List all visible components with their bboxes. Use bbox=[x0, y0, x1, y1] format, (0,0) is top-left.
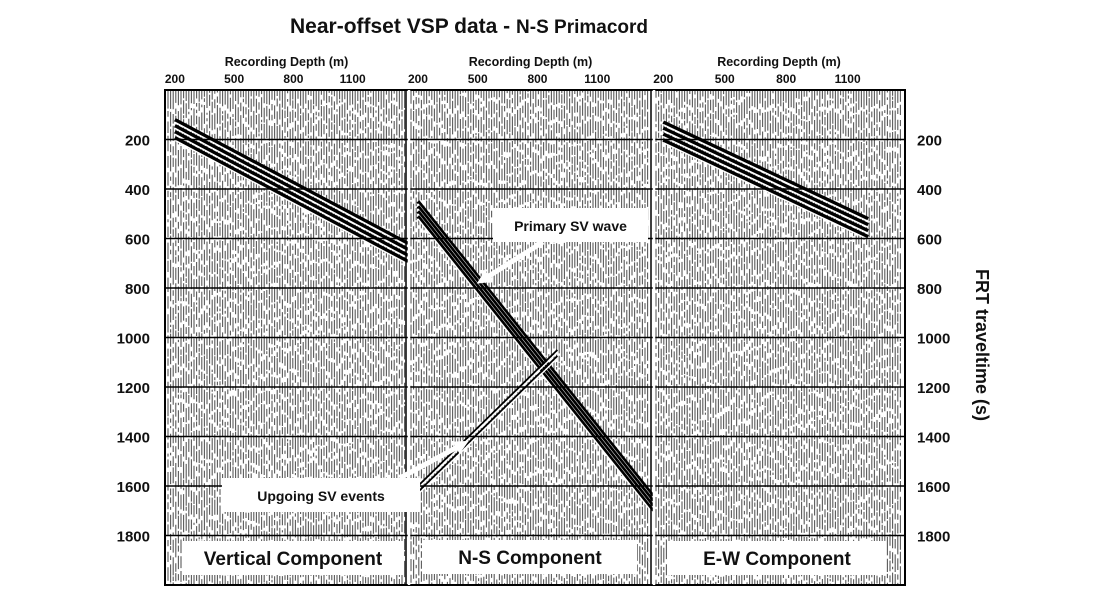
y-tick-left-1600: 1600 bbox=[117, 479, 150, 496]
svg-text:Near-offset VSP data -: Near-offset VSP data - N-S Primacord bbox=[290, 15, 648, 38]
annotation-arrow-2 bbox=[398, 444, 460, 481]
x-tick-panel-3-1100: 1100 bbox=[835, 72, 861, 86]
y-tick-left-1200: 1200 bbox=[117, 380, 150, 397]
annotation-text-1: Primary SV wave bbox=[514, 218, 627, 234]
x-tick-panel-3-500: 500 bbox=[715, 72, 735, 86]
annotation-arrow-1 bbox=[485, 239, 545, 280]
chart-title: Near-offset VSP data - bbox=[290, 15, 516, 38]
x-tick-panel-1-1100: 1100 bbox=[340, 72, 366, 86]
y-tick-right-1400: 1400 bbox=[917, 430, 950, 447]
y-tick-left-1000: 1000 bbox=[117, 331, 150, 348]
panel-label-2: N-S Component bbox=[458, 548, 602, 569]
annotation-2: Upgoing SV events bbox=[222, 440, 469, 512]
x-axis-label-panel-3: Recording Depth (m) bbox=[717, 55, 841, 69]
panel-label-box-2 bbox=[423, 540, 637, 574]
panel-labels: Vertical Component N-S Component E-W Compo… bbox=[182, 540, 886, 575]
x-tick-panel-3-200: 200 bbox=[653, 72, 673, 86]
seismic-events bbox=[174, 118, 869, 514]
annotation-1: Primary SV wave bbox=[476, 208, 648, 284]
chart-subtitle: N-S Primacord bbox=[516, 17, 648, 38]
x-axis-label-panel-1: Recording Depth (m) bbox=[225, 55, 349, 69]
event-1 bbox=[174, 118, 409, 265]
x-tick-panel-2-1100: 1100 bbox=[584, 72, 610, 86]
y-tick-left-400: 400 bbox=[125, 182, 150, 199]
y-tick-right-1200: 1200 bbox=[917, 380, 950, 397]
x-tick-panel-2-800: 800 bbox=[527, 72, 547, 86]
panel-label-3: E-W Component bbox=[703, 549, 851, 570]
panel-label-box-1 bbox=[182, 541, 404, 575]
event-4 bbox=[662, 120, 869, 240]
gridlines bbox=[165, 138, 905, 537]
y-axis-label-right: FRT traveltime (s) bbox=[972, 269, 992, 421]
y-tick-right-1000: 1000 bbox=[917, 331, 950, 348]
x-tick-panel-1-800: 800 bbox=[283, 72, 303, 86]
y-tick-right-600: 600 bbox=[917, 232, 942, 249]
x-tick-panel-2-500: 500 bbox=[468, 72, 488, 86]
y-tick-right-400: 400 bbox=[917, 182, 942, 199]
x-tick-panel-2-200: 200 bbox=[408, 72, 428, 86]
y-tick-left-1800: 1800 bbox=[117, 529, 150, 546]
x-tick-panel-1-500: 500 bbox=[224, 72, 244, 86]
x-tick-panel-3-800: 800 bbox=[776, 72, 796, 86]
x-tick-panel-1-200: 200 bbox=[165, 72, 185, 86]
axes: Recording Depth (m) 200 500 800 1100 Recordin… bbox=[117, 55, 992, 546]
x-axis-label-panel-2: Recording Depth (m) bbox=[469, 55, 593, 69]
y-tick-right-1600: 1600 bbox=[917, 479, 950, 496]
panel-label-1: Vertical Component bbox=[204, 549, 383, 570]
y-tick-right-800: 800 bbox=[917, 281, 942, 298]
event-2 bbox=[416, 200, 655, 514]
annotation-text-2: Upgoing SV events bbox=[257, 488, 385, 504]
panel-label-box-3 bbox=[668, 541, 886, 575]
plot-border bbox=[164, 89, 906, 586]
y-tick-left-1400: 1400 bbox=[117, 430, 150, 447]
y-tick-right-200: 200 bbox=[917, 133, 942, 150]
y-tick-left-600: 600 bbox=[125, 232, 150, 249]
event-3 bbox=[417, 349, 559, 496]
annotations: Primary SV wave Upgoing SV events bbox=[222, 208, 648, 512]
y-tick-right-1800: 1800 bbox=[917, 529, 950, 546]
y-tick-left-200: 200 bbox=[125, 133, 150, 150]
y-tick-left-800: 800 bbox=[125, 281, 150, 298]
